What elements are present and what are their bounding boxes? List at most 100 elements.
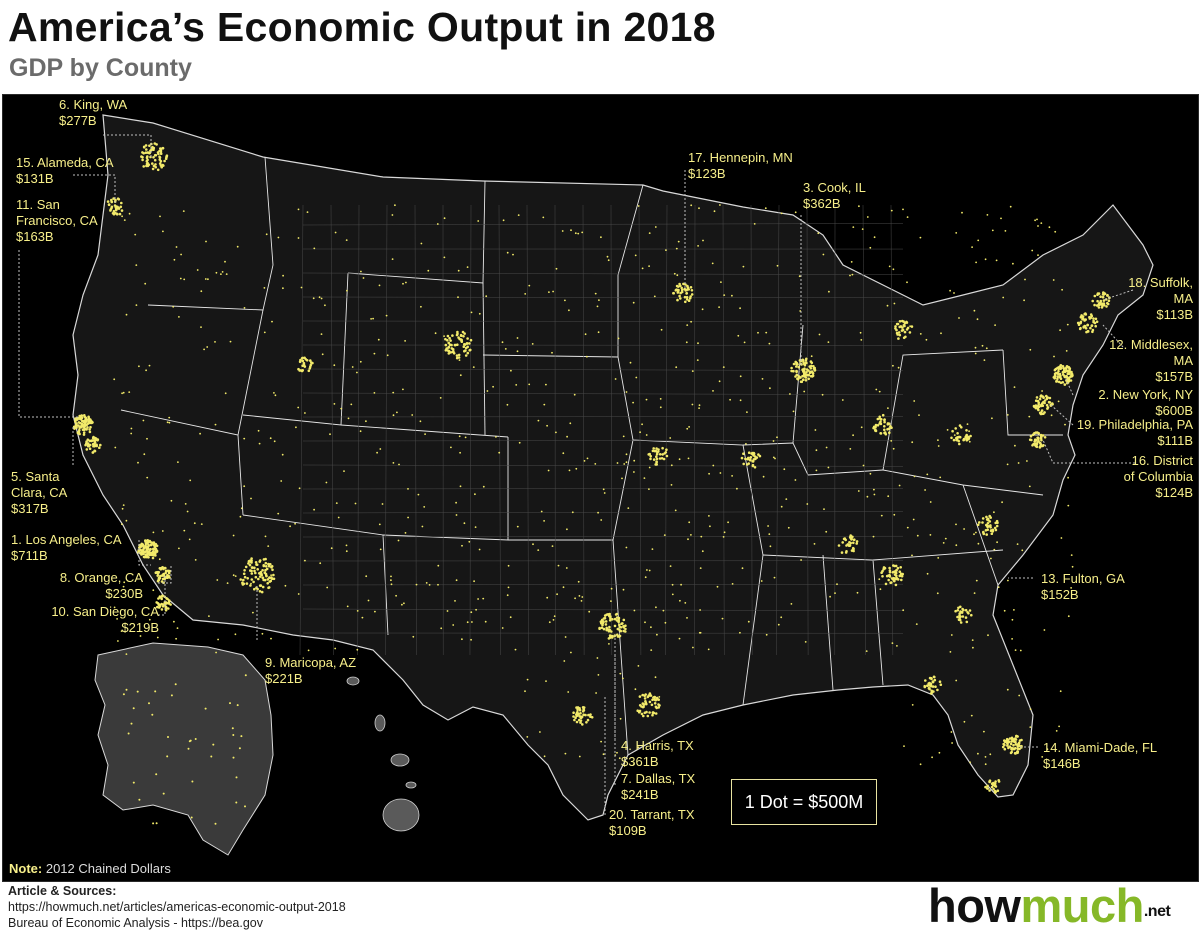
- gdp-dot: [470, 611, 473, 614]
- gdp-dot: [883, 425, 886, 428]
- gdp-dot: [924, 489, 926, 491]
- gdp-dot: [250, 566, 254, 569]
- gdp-dot: [466, 621, 469, 624]
- gdp-dot: [1031, 249, 1034, 252]
- gdp-dot: [1013, 386, 1016, 388]
- gdp-dot: [616, 462, 619, 464]
- gdp-dot: [908, 331, 912, 334]
- gdp-dot: [566, 435, 568, 438]
- gdp-dot: [860, 426, 863, 429]
- gdp-dot: [956, 432, 959, 435]
- gdp-dot: [812, 365, 815, 368]
- gdp-dot: [1093, 303, 1096, 307]
- gdp-dot: [144, 542, 148, 546]
- gdp-dot: [931, 685, 935, 688]
- gdp-dot: [145, 554, 148, 558]
- gdp-dot: [260, 572, 263, 576]
- gdp-dot: [1093, 294, 1097, 298]
- gdp-dot: [687, 538, 689, 541]
- gdp-dot: [130, 722, 133, 725]
- gdp-dot: [282, 274, 284, 277]
- gdp-dot: [971, 639, 974, 641]
- gdp-dot: [659, 406, 662, 409]
- gdp-dot: [156, 574, 159, 577]
- gdp-dot: [164, 569, 168, 573]
- gdp-dot: [362, 277, 365, 279]
- gdp-dot: [394, 204, 396, 207]
- gdp-dot: [902, 336, 906, 340]
- gdp-dot: [962, 608, 965, 612]
- gdp-dot: [168, 421, 171, 424]
- gdp-dot: [148, 702, 150, 705]
- gdp-dot: [658, 696, 661, 698]
- gdp-dot: [901, 328, 905, 332]
- gdp-dot: [629, 361, 632, 364]
- gdp-dot: [891, 642, 894, 644]
- gdp-dot: [166, 575, 170, 578]
- gdp-dot: [1042, 444, 1045, 447]
- gdp-dot: [991, 528, 995, 532]
- gdp-dot: [154, 548, 157, 552]
- sources-block: Article & Sources: https://howmuch.net/a…: [8, 883, 346, 931]
- gdp-dot: [899, 566, 902, 569]
- gdp-dot: [446, 339, 449, 342]
- gdp-dot: [1018, 694, 1021, 697]
- gdp-dot: [308, 367, 312, 370]
- gdp-dot: [807, 373, 811, 377]
- gdp-dot: [568, 469, 571, 472]
- gdp-dot: [585, 721, 588, 724]
- gdp-dot: [884, 582, 888, 586]
- gdp-dot: [1006, 688, 1009, 691]
- gdp-dot: [1091, 328, 1095, 332]
- gdp-dot: [117, 640, 119, 642]
- gdp-dot: [880, 514, 883, 517]
- gdp-dot: [153, 158, 157, 162]
- gdp-dot: [301, 369, 305, 372]
- gdp-dot: [1095, 320, 1099, 323]
- gdp-dot: [769, 387, 771, 390]
- gdp-dot: [1055, 730, 1058, 732]
- gdp-dot: [249, 559, 252, 562]
- gdp-dot: [1036, 441, 1039, 444]
- gdp-dot: [655, 463, 658, 466]
- gdp-dot: [746, 411, 748, 413]
- gdp-dot: [391, 214, 394, 216]
- gdp-dot: [657, 448, 660, 451]
- gdp-dot: [951, 742, 953, 744]
- gdp-dot: [818, 333, 821, 336]
- gdp-dot: [262, 564, 266, 568]
- gdp-dot: [1003, 609, 1006, 612]
- gdp-dot: [470, 311, 473, 314]
- gdp-dot: [265, 233, 268, 236]
- gdp-dot: [156, 636, 159, 639]
- gdp-dot: [607, 637, 611, 640]
- gdp-dot: [905, 328, 909, 331]
- gdp-dot: [649, 694, 653, 697]
- gdp-dot: [83, 424, 87, 428]
- gdp-dot: [582, 707, 585, 711]
- gdp-dot: [622, 626, 625, 629]
- gdp-dot: [852, 226, 855, 229]
- gdp-dot: [1029, 435, 1033, 438]
- sources-bea[interactable]: Bureau of Economic Analysis - https://be…: [8, 916, 263, 930]
- sources-article-url[interactable]: https://howmuch.net/articles/americas-ec…: [8, 900, 346, 914]
- gdp-dot: [456, 332, 459, 336]
- gdp-dot: [571, 511, 574, 514]
- gdp-dot: [804, 376, 808, 379]
- gdp-dot: [895, 574, 898, 578]
- gdp-dot: [976, 318, 979, 321]
- gdp-dot: [141, 158, 144, 162]
- gdp-dot: [153, 142, 157, 145]
- gdp-dot: [451, 334, 454, 337]
- gdp-dot: [1015, 734, 1018, 738]
- gdp-dot: [973, 592, 976, 594]
- gdp-dot: [514, 648, 517, 651]
- gdp-dot: [1097, 306, 1101, 309]
- gdp-dot: [608, 612, 611, 616]
- gdp-dot: [955, 436, 958, 440]
- gdp-dot: [655, 457, 659, 461]
- gdp-dot: [848, 541, 851, 544]
- gdp-dot: [845, 550, 848, 553]
- gdp-dot: [1004, 230, 1007, 232]
- gdp-dot: [699, 609, 701, 611]
